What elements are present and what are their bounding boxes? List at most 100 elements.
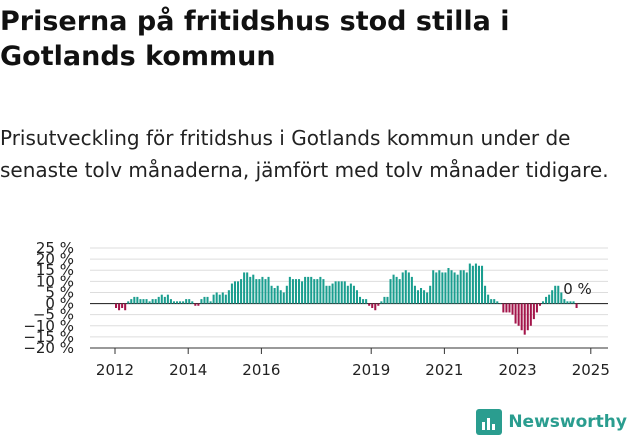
bar (200, 299, 203, 304)
bar (136, 296, 139, 304)
bar (563, 299, 566, 304)
bar (383, 296, 386, 304)
bar (185, 299, 188, 304)
bar (246, 272, 249, 304)
bar (441, 272, 444, 304)
bar (423, 290, 426, 304)
bar (252, 274, 255, 304)
bar (560, 292, 563, 304)
bar (154, 299, 157, 304)
bar (545, 296, 548, 304)
bar (346, 285, 349, 304)
bar (240, 279, 243, 304)
bar (514, 303, 517, 324)
y-tick-label: 5 % (45, 283, 74, 301)
bar (389, 279, 392, 304)
bar (511, 303, 514, 315)
bar (294, 279, 297, 304)
bar (319, 276, 322, 304)
bar (118, 303, 121, 311)
bar (301, 281, 304, 304)
bar (392, 274, 395, 304)
bar (313, 279, 316, 304)
bar (557, 285, 560, 304)
bar (142, 299, 145, 304)
bar (163, 296, 166, 304)
bar (493, 299, 496, 304)
bar (352, 285, 355, 304)
bar (447, 268, 450, 304)
bar (194, 303, 197, 306)
bar (520, 303, 523, 331)
bar (471, 265, 474, 304)
bar (160, 294, 163, 304)
bar (133, 296, 136, 304)
bar (224, 294, 227, 304)
bar (270, 285, 273, 304)
bar (334, 281, 337, 304)
bar (432, 270, 435, 304)
bar (276, 285, 279, 304)
bar (426, 292, 429, 304)
bar (474, 263, 477, 304)
bar (212, 294, 215, 304)
bar (468, 263, 471, 304)
bar (130, 299, 133, 304)
bar (172, 301, 175, 304)
bar (273, 288, 276, 304)
bar (157, 296, 160, 304)
bar (502, 303, 505, 313)
bar (237, 281, 240, 304)
y-tick-label: −15 % (23, 328, 74, 346)
bar (551, 290, 554, 304)
x-tick-label: 2014 (169, 361, 207, 379)
bar (526, 303, 529, 331)
y-tick-label: 10 % (36, 272, 74, 290)
bar (124, 303, 127, 311)
bar (191, 301, 194, 304)
bar (227, 290, 230, 304)
bar (575, 303, 578, 308)
bar (554, 285, 557, 304)
bar (282, 292, 285, 304)
bar (374, 303, 377, 311)
end-value-label: 0 % (563, 280, 592, 298)
bar (380, 301, 383, 304)
bar (459, 270, 462, 304)
bar (490, 299, 493, 304)
y-tick-label: 20 % (36, 250, 74, 268)
bar (572, 301, 575, 304)
bar (416, 290, 419, 304)
bar (166, 294, 169, 304)
bar (218, 294, 221, 304)
bar (453, 272, 456, 304)
bar (532, 303, 535, 320)
bar (365, 299, 368, 304)
bar (322, 279, 325, 304)
bar (349, 283, 352, 304)
bar (542, 301, 545, 304)
x-tick-label: 2023 (499, 361, 537, 379)
y-tick-label: 0 % (45, 295, 74, 313)
x-tick-label: 2021 (425, 361, 463, 379)
bar (401, 272, 404, 304)
bar (404, 270, 407, 304)
bar (203, 296, 206, 304)
y-tick-label: 25 % (36, 239, 74, 257)
bar (127, 301, 130, 304)
bar (477, 265, 480, 304)
bar (456, 274, 459, 304)
bar (331, 283, 334, 304)
bar (151, 299, 154, 304)
y-tick-label: −10 % (23, 317, 74, 335)
bar (249, 276, 252, 304)
bar (261, 276, 264, 304)
newsworthy-logo: Newsworthy (476, 409, 627, 435)
x-axis: 2012 2014 2016 2019 2021 2023 2025 (90, 347, 610, 379)
bar (209, 301, 212, 304)
y-tick-label: 15 % (36, 261, 74, 279)
bar (188, 299, 191, 304)
chart-title: Priserna på fritidshus stod stilla i Got… (0, 6, 510, 72)
bar (182, 301, 185, 304)
bar (538, 303, 541, 306)
